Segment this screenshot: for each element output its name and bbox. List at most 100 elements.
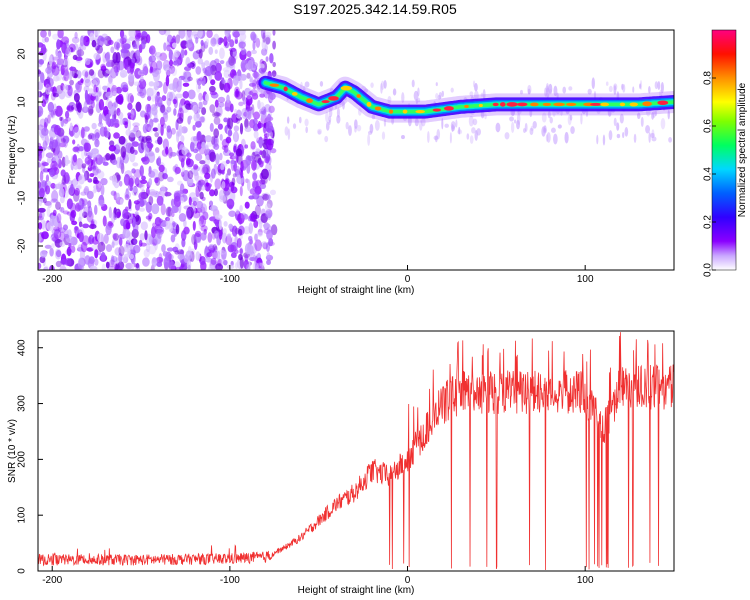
noise-blob — [272, 40, 276, 50]
noise-blob — [127, 248, 131, 256]
noise-blob — [140, 221, 148, 231]
noise-blob — [105, 113, 111, 126]
snr-x-label: Height of straight line (km) — [298, 585, 415, 596]
noise-blob — [269, 52, 274, 64]
noise-blob — [480, 92, 484, 97]
noise-blob — [668, 137, 673, 143]
noise-blob — [640, 116, 644, 127]
noise-blob — [192, 210, 201, 219]
noise-blob — [102, 105, 109, 117]
noise-blob — [205, 93, 209, 103]
noise-blob — [38, 222, 43, 230]
noise-blob — [265, 138, 274, 151]
noise-blob — [252, 118, 258, 125]
noise-blob — [118, 252, 123, 263]
snr-frame — [37, 330, 675, 572]
noise-blob — [135, 130, 142, 139]
noise-blob — [141, 175, 146, 181]
noise-blob — [139, 165, 144, 177]
noise-blob — [120, 145, 127, 158]
noise-blob — [181, 146, 188, 156]
noise-blob — [222, 67, 231, 73]
noise-blob — [222, 79, 226, 85]
noise-blob — [248, 222, 253, 235]
noise-blob — [166, 98, 172, 107]
noise-blob — [380, 80, 385, 91]
noise-blob — [569, 114, 573, 121]
noise-blob — [208, 200, 214, 207]
noise-blob — [154, 177, 159, 184]
noise-blob — [185, 30, 193, 40]
noise-blob — [136, 32, 143, 38]
noise-blob — [191, 234, 197, 245]
noise-blob — [241, 108, 249, 120]
noise-blob — [91, 91, 98, 97]
noise-blob — [217, 123, 223, 130]
noise-blob — [71, 154, 77, 167]
noise-blob — [77, 257, 85, 270]
noise-blob — [86, 247, 94, 252]
noise-blob — [234, 165, 241, 176]
noise-blob — [180, 49, 185, 59]
noise-blob — [204, 60, 210, 67]
noise-blob — [60, 132, 65, 142]
noise-blob — [38, 183, 44, 189]
noise-blob — [197, 30, 203, 38]
spectrogram-ridge — [254, 71, 674, 123]
noise-blob — [112, 90, 117, 96]
noise-blob — [219, 60, 225, 65]
noise-blob — [82, 35, 90, 47]
noise-blob — [152, 117, 159, 123]
noise-blob — [209, 151, 217, 163]
noise-blob — [210, 37, 217, 47]
noise-blob — [181, 165, 185, 176]
noise-blob — [217, 96, 226, 103]
noise-blob — [166, 91, 174, 102]
noise-blob — [213, 230, 220, 239]
noise-blob — [105, 99, 113, 109]
noise-blob — [145, 215, 152, 220]
noise-blob — [163, 112, 169, 123]
noise-blob — [64, 154, 69, 167]
ridge-hotspot — [629, 102, 638, 107]
noise-blob — [219, 152, 223, 161]
noise-blob — [305, 126, 308, 134]
noise-blob — [145, 187, 150, 197]
noise-blob — [187, 63, 193, 68]
noise-blob — [53, 103, 57, 112]
noise-blob — [87, 134, 93, 140]
noise-blob — [147, 126, 154, 133]
noise-blob — [246, 163, 251, 174]
noise-blob — [449, 132, 452, 144]
noise-blob — [596, 134, 599, 145]
noise-blob — [149, 118, 154, 128]
noise-blob — [178, 77, 182, 88]
noise-blob — [115, 86, 123, 94]
noise-blob — [317, 130, 321, 135]
noise-blob — [102, 161, 109, 166]
noise-blob — [154, 52, 162, 58]
noise-blob — [455, 119, 458, 128]
noise-blob — [245, 108, 254, 119]
noise-blob — [227, 233, 231, 238]
colorbar-tick-label: 0.8 — [703, 71, 714, 85]
noise-blob — [171, 67, 178, 76]
noise-blob — [105, 244, 113, 253]
noise-blob — [130, 109, 135, 120]
noise-blob — [246, 50, 252, 58]
noise-blob — [88, 69, 95, 76]
noise-blob — [208, 248, 215, 254]
noise-blob — [265, 242, 270, 252]
noise-blob — [233, 125, 240, 132]
noise-blob — [175, 224, 180, 235]
noise-blob — [87, 178, 93, 183]
ridge-hotspot — [269, 83, 280, 87]
noise-blob — [482, 88, 486, 100]
noise-blob — [97, 68, 105, 79]
noise-blob — [124, 194, 130, 201]
spectrogram-x-label: Height of straight line (km) — [298, 285, 415, 296]
colorbar-gradient — [711, 29, 737, 271]
noise-blob — [187, 76, 193, 82]
noise-blob — [67, 104, 71, 111]
noise-blob — [199, 215, 205, 225]
